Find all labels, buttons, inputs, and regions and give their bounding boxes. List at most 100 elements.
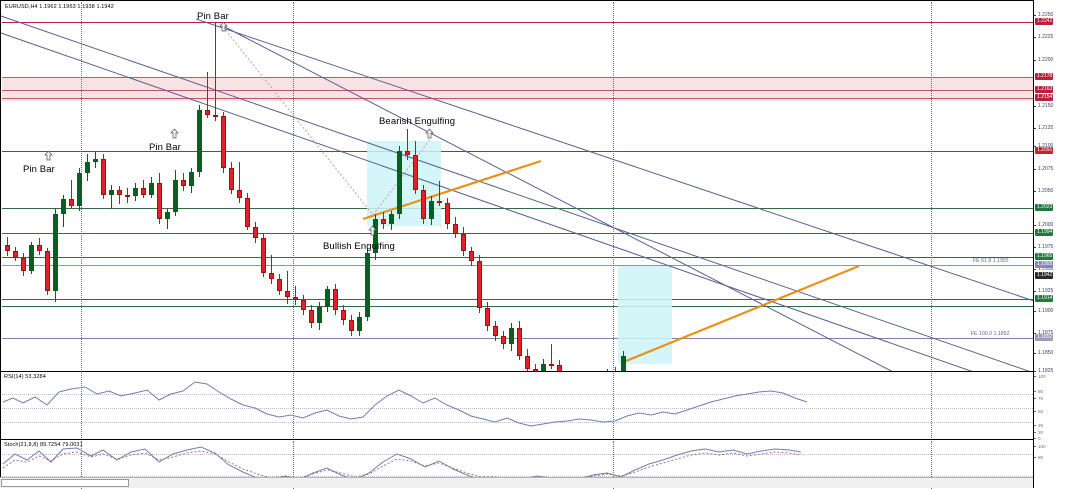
candle <box>77 1 82 372</box>
candle <box>221 1 226 372</box>
price-axis[interactable]: 1.2250 1.2242 1.2225 1.2200 1.2178 ​ 1.2… <box>1033 0 1065 488</box>
candle-body <box>437 201 442 204</box>
candle-body <box>85 161 90 174</box>
axis-tick-1.1950: 1.1950 <box>1033 266 1054 272</box>
candle-body <box>285 290 290 298</box>
axis-tick-1.2225: 1.2225 <box>1033 34 1054 40</box>
candle-body <box>381 218 386 224</box>
candle-wick <box>287 270 288 304</box>
candle <box>613 1 618 385</box>
rsi-scale-70: 70 <box>1033 396 1044 401</box>
candle <box>109 1 114 372</box>
candle <box>397 1 402 372</box>
rsi-scale-30: 30 <box>1033 423 1044 428</box>
candle <box>149 1 154 372</box>
axis-tick-1.2000: 1.2000 <box>1033 222 1054 228</box>
axis-tick-1.1975: 1.1975 <box>1033 244 1054 250</box>
symbol-header: EURUSD,H4 1.1962 1.1963 1.1938 1.1942 <box>5 4 114 10</box>
candle-body <box>493 326 498 337</box>
candle <box>573 1 578 416</box>
candle <box>453 1 458 372</box>
candle-wick <box>407 129 408 161</box>
candle-body <box>549 363 554 366</box>
rsi-scale-50: 50 <box>1033 409 1044 414</box>
rsi-separator-2 <box>293 373 294 440</box>
candle-body <box>525 355 530 369</box>
rsi-curve <box>2 381 808 427</box>
candle <box>493 1 498 372</box>
candle-body <box>101 158 106 195</box>
candle-body <box>109 189 114 195</box>
candle <box>317 1 322 372</box>
candle-body <box>69 199 74 206</box>
candle-body <box>517 327 522 356</box>
rsi-pane[interactable]: RSI(14) 53.3284 <box>0 371 1033 440</box>
candle <box>581 1 586 418</box>
annotation-pin-bar-1: Pin Bar <box>23 164 55 175</box>
candle-body <box>221 116 226 169</box>
candle <box>189 1 194 372</box>
period-separator-4 <box>931 2 932 372</box>
candle-wick <box>71 179 72 210</box>
candle-body <box>29 244 34 271</box>
candle <box>437 1 442 372</box>
candle <box>277 1 282 372</box>
annotation-bullish-engulfing: Bullish Engulfing <box>323 241 395 252</box>
candle-body <box>61 199 66 215</box>
candle <box>117 1 122 372</box>
candle-body <box>5 244 10 252</box>
candle-body <box>469 251 474 262</box>
candle-body <box>325 288 330 307</box>
candle <box>349 1 354 372</box>
rsi-title: RSI(14) 53.3284 <box>4 374 46 380</box>
candle <box>125 1 130 372</box>
candle-body <box>93 158 98 162</box>
candle-wick <box>439 181 440 206</box>
axis-tick-1.1925: 1.1925 <box>1033 288 1054 294</box>
candle <box>413 1 418 372</box>
horizontal-scrollbar[interactable] <box>0 477 1033 488</box>
axis-tag-1.1994: 1.1994 <box>1035 229 1054 236</box>
candle-body <box>53 214 58 291</box>
candle-body <box>181 179 186 187</box>
annotation-pin-bar-2: Pin Bar <box>149 142 181 153</box>
candle <box>45 1 50 372</box>
fib-label-100: FE 100.0 1.1852 <box>971 331 1010 337</box>
candle <box>533 1 538 385</box>
axis-tag-1.2242: 1.2242 <box>1035 18 1054 25</box>
stoch-scale-100: 100 <box>1034 444 1046 449</box>
candle <box>365 1 370 372</box>
candle-body <box>445 202 450 224</box>
candle <box>37 1 42 372</box>
candle <box>141 1 146 372</box>
axis-tag-1.2091: 1.2091 <box>1035 147 1054 154</box>
axis-tag-current-price: 1.1942 <box>1035 272 1054 279</box>
axis-tick-1.2125: 1.2125 <box>1033 125 1054 131</box>
price-pane[interactable]: EURUSD,H4 1.1962 1.1963 1.1938 1.1942 <box>0 0 1035 418</box>
candle <box>485 1 490 372</box>
candle-body <box>37 244 42 252</box>
candle-body <box>405 150 410 156</box>
candle <box>181 1 186 372</box>
candle <box>557 1 562 397</box>
candle-wick <box>207 72 208 119</box>
candle-body <box>237 189 242 198</box>
candle-body <box>317 306 322 324</box>
axis-tick-1.2150: 1.2150 <box>1033 103 1054 109</box>
candle <box>565 1 570 407</box>
candle <box>525 1 530 374</box>
candle <box>373 1 378 372</box>
candle-body <box>421 189 426 219</box>
rsi-scale-20: 20 <box>1033 430 1044 435</box>
candle <box>245 1 250 372</box>
candle-body <box>157 183 162 219</box>
axis-tick-1.1875: 1.1875 <box>1033 330 1054 336</box>
candle <box>341 1 346 372</box>
candle-wick <box>215 22 216 122</box>
candle-body <box>461 233 466 252</box>
scrollbar-thumb[interactable] <box>1 479 129 487</box>
candle-body <box>269 272 274 280</box>
rsi-scale-0: 0 <box>1034 436 1041 441</box>
candle-body <box>293 297 298 301</box>
candle <box>165 1 170 372</box>
